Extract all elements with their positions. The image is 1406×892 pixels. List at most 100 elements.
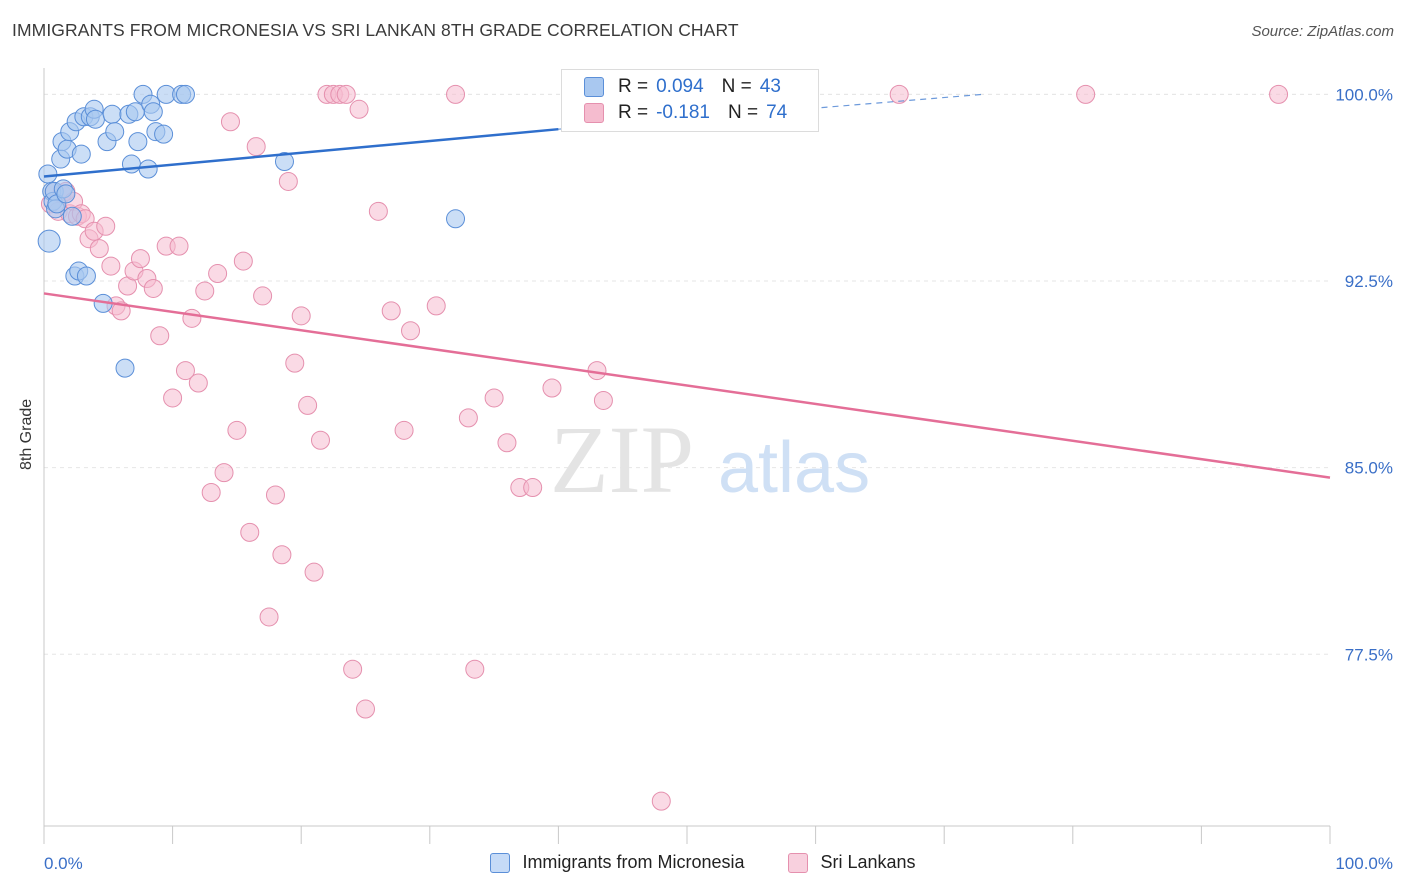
- micronesia-point: [76, 266, 96, 286]
- sri-lankans-point: [593, 390, 613, 410]
- watermark: ZIP atlas: [550, 406, 870, 513]
- sri-lankans-point: [304, 562, 324, 582]
- series-swatch-blue: [490, 852, 511, 873]
- sri-lankans-point: [143, 278, 163, 298]
- sri-lankans-point: [336, 84, 356, 104]
- series-legend-sri-lankans[interactable]: Sri Lankans: [788, 852, 916, 873]
- sri-lankans-point: [169, 236, 189, 256]
- sri-lankans-point: [426, 296, 446, 316]
- micronesia-point: [175, 84, 195, 104]
- sri-lankans-point: [651, 791, 671, 811]
- micronesia-point: [62, 206, 82, 226]
- sri-lankans-point: [291, 306, 311, 326]
- micronesia-point: [85, 109, 105, 129]
- series-label-micronesia: Immigrants from Micronesia: [522, 852, 745, 872]
- series-legend: Immigrants from Micronesia Sri Lankans: [0, 852, 1406, 873]
- micronesia-point: [71, 144, 91, 164]
- sri-lankans-point: [227, 420, 247, 440]
- legend-n-label: N =: [727, 102, 759, 123]
- sri-lankans-point: [188, 373, 208, 393]
- source-label: Source: ZipAtlas.com: [1251, 23, 1394, 40]
- legend-row-micronesia: R = 0.094 N = 43: [584, 75, 781, 99]
- micronesia-point: [56, 184, 76, 204]
- sri-lankans-point: [233, 251, 253, 271]
- sri-lankans-point: [278, 171, 298, 191]
- micronesia-point: [105, 122, 125, 142]
- micronesia-point: [138, 159, 158, 179]
- legend-r-value: 0.094: [656, 76, 704, 97]
- sri-lankans-point: [89, 239, 109, 259]
- sri-lankans-point: [220, 112, 240, 132]
- sri-lankans-point: [101, 256, 121, 276]
- micronesia-point: [154, 124, 174, 144]
- sri-lankans-point: [246, 137, 266, 157]
- series-legend-micronesia[interactable]: Immigrants from Micronesia: [490, 852, 744, 873]
- tick-labels: 100.0% 92.5% 85.0% 77.5% 0.0% 100.0%: [44, 85, 1393, 873]
- sri-lankans-point: [265, 485, 285, 505]
- legend-r-label: R =: [618, 102, 649, 123]
- micronesia-point: [102, 104, 122, 124]
- sri-lankans-point: [1269, 84, 1289, 104]
- sri-lankans-point: [298, 395, 318, 415]
- sri-lankans-point: [310, 430, 330, 450]
- sri-lankans-point: [1076, 84, 1096, 104]
- micronesia-point: [115, 358, 135, 378]
- sri-lankans-point: [195, 281, 215, 301]
- micronesia-point: [38, 164, 58, 184]
- sri-lankans-point: [368, 201, 388, 221]
- sri-lankans-point: [349, 99, 369, 119]
- sri-lankans-point: [163, 388, 183, 408]
- sri-lankans-point: [401, 321, 421, 341]
- sri-lankans-point: [201, 483, 221, 503]
- x-tick-label: 0.0%: [44, 854, 83, 873]
- sri-lankans-point: [356, 699, 375, 719]
- sri-lankans-point: [259, 607, 279, 627]
- sri-lankans-point: [150, 326, 170, 346]
- y-tick-label: 100.0%: [1335, 85, 1393, 104]
- sri-lankans-point: [484, 388, 504, 408]
- y-tick-label: 92.5%: [1345, 272, 1393, 291]
- y-axis-label: 8th Grade: [18, 398, 35, 470]
- series-swatch-pink: [788, 852, 809, 873]
- chart-title: IMMIGRANTS FROM MICRONESIA VS SRI LANKAN…: [12, 20, 739, 40]
- sri-lankans-point: [240, 522, 260, 542]
- sri-lankans-point: [214, 463, 234, 483]
- micronesia-point: [274, 152, 294, 172]
- sri-lankans-point: [175, 361, 195, 381]
- micronesia-point: [143, 102, 163, 122]
- sri-lankans-point: [381, 301, 401, 321]
- sri-lankans-trend-line: [43, 292, 1331, 479]
- micronesia-point: [37, 229, 61, 253]
- legend-n-label: N =: [721, 76, 752, 97]
- sri-lankans-point: [497, 433, 517, 453]
- x-tick-label: 100.0%: [1335, 854, 1393, 873]
- sri-lankans-point: [458, 408, 478, 428]
- y-tick-label: 85.0%: [1345, 459, 1393, 478]
- sri-lankans-point: [130, 249, 150, 269]
- micronesia-points: [37, 84, 466, 378]
- sri-lankans-point: [889, 84, 909, 104]
- sri-lankans-point: [182, 308, 202, 328]
- sri-lankans-point: [272, 545, 292, 565]
- grid-lines: [44, 93, 1330, 655]
- micronesia-point: [128, 132, 148, 152]
- legend-n-value: 43: [759, 76, 781, 97]
- legend-r-value: -0.181: [656, 102, 710, 123]
- sri-lankans-point: [446, 84, 466, 104]
- legend-n-value: 74: [766, 102, 788, 123]
- sri-lankans-point: [285, 353, 305, 373]
- y-tick-label: 77.5%: [1345, 645, 1393, 664]
- sri-lankans-point: [343, 659, 363, 679]
- sri-lankans-point: [523, 478, 543, 498]
- legend-row-sri-lankans: R = -0.181 N = 74: [584, 101, 787, 125]
- legend-swatch-pink: [584, 103, 604, 123]
- sri-lankans-point: [542, 378, 562, 398]
- series-label-sri-lankans: Sri Lankans: [820, 852, 916, 872]
- micronesia-point: [121, 154, 141, 174]
- micronesia-point: [446, 209, 466, 229]
- micronesia-trend-line: [43, 127, 559, 178]
- sri-lankans-point: [465, 659, 485, 679]
- sri-lankans-point: [96, 216, 116, 236]
- watermark-atlas: atlas: [718, 428, 870, 508]
